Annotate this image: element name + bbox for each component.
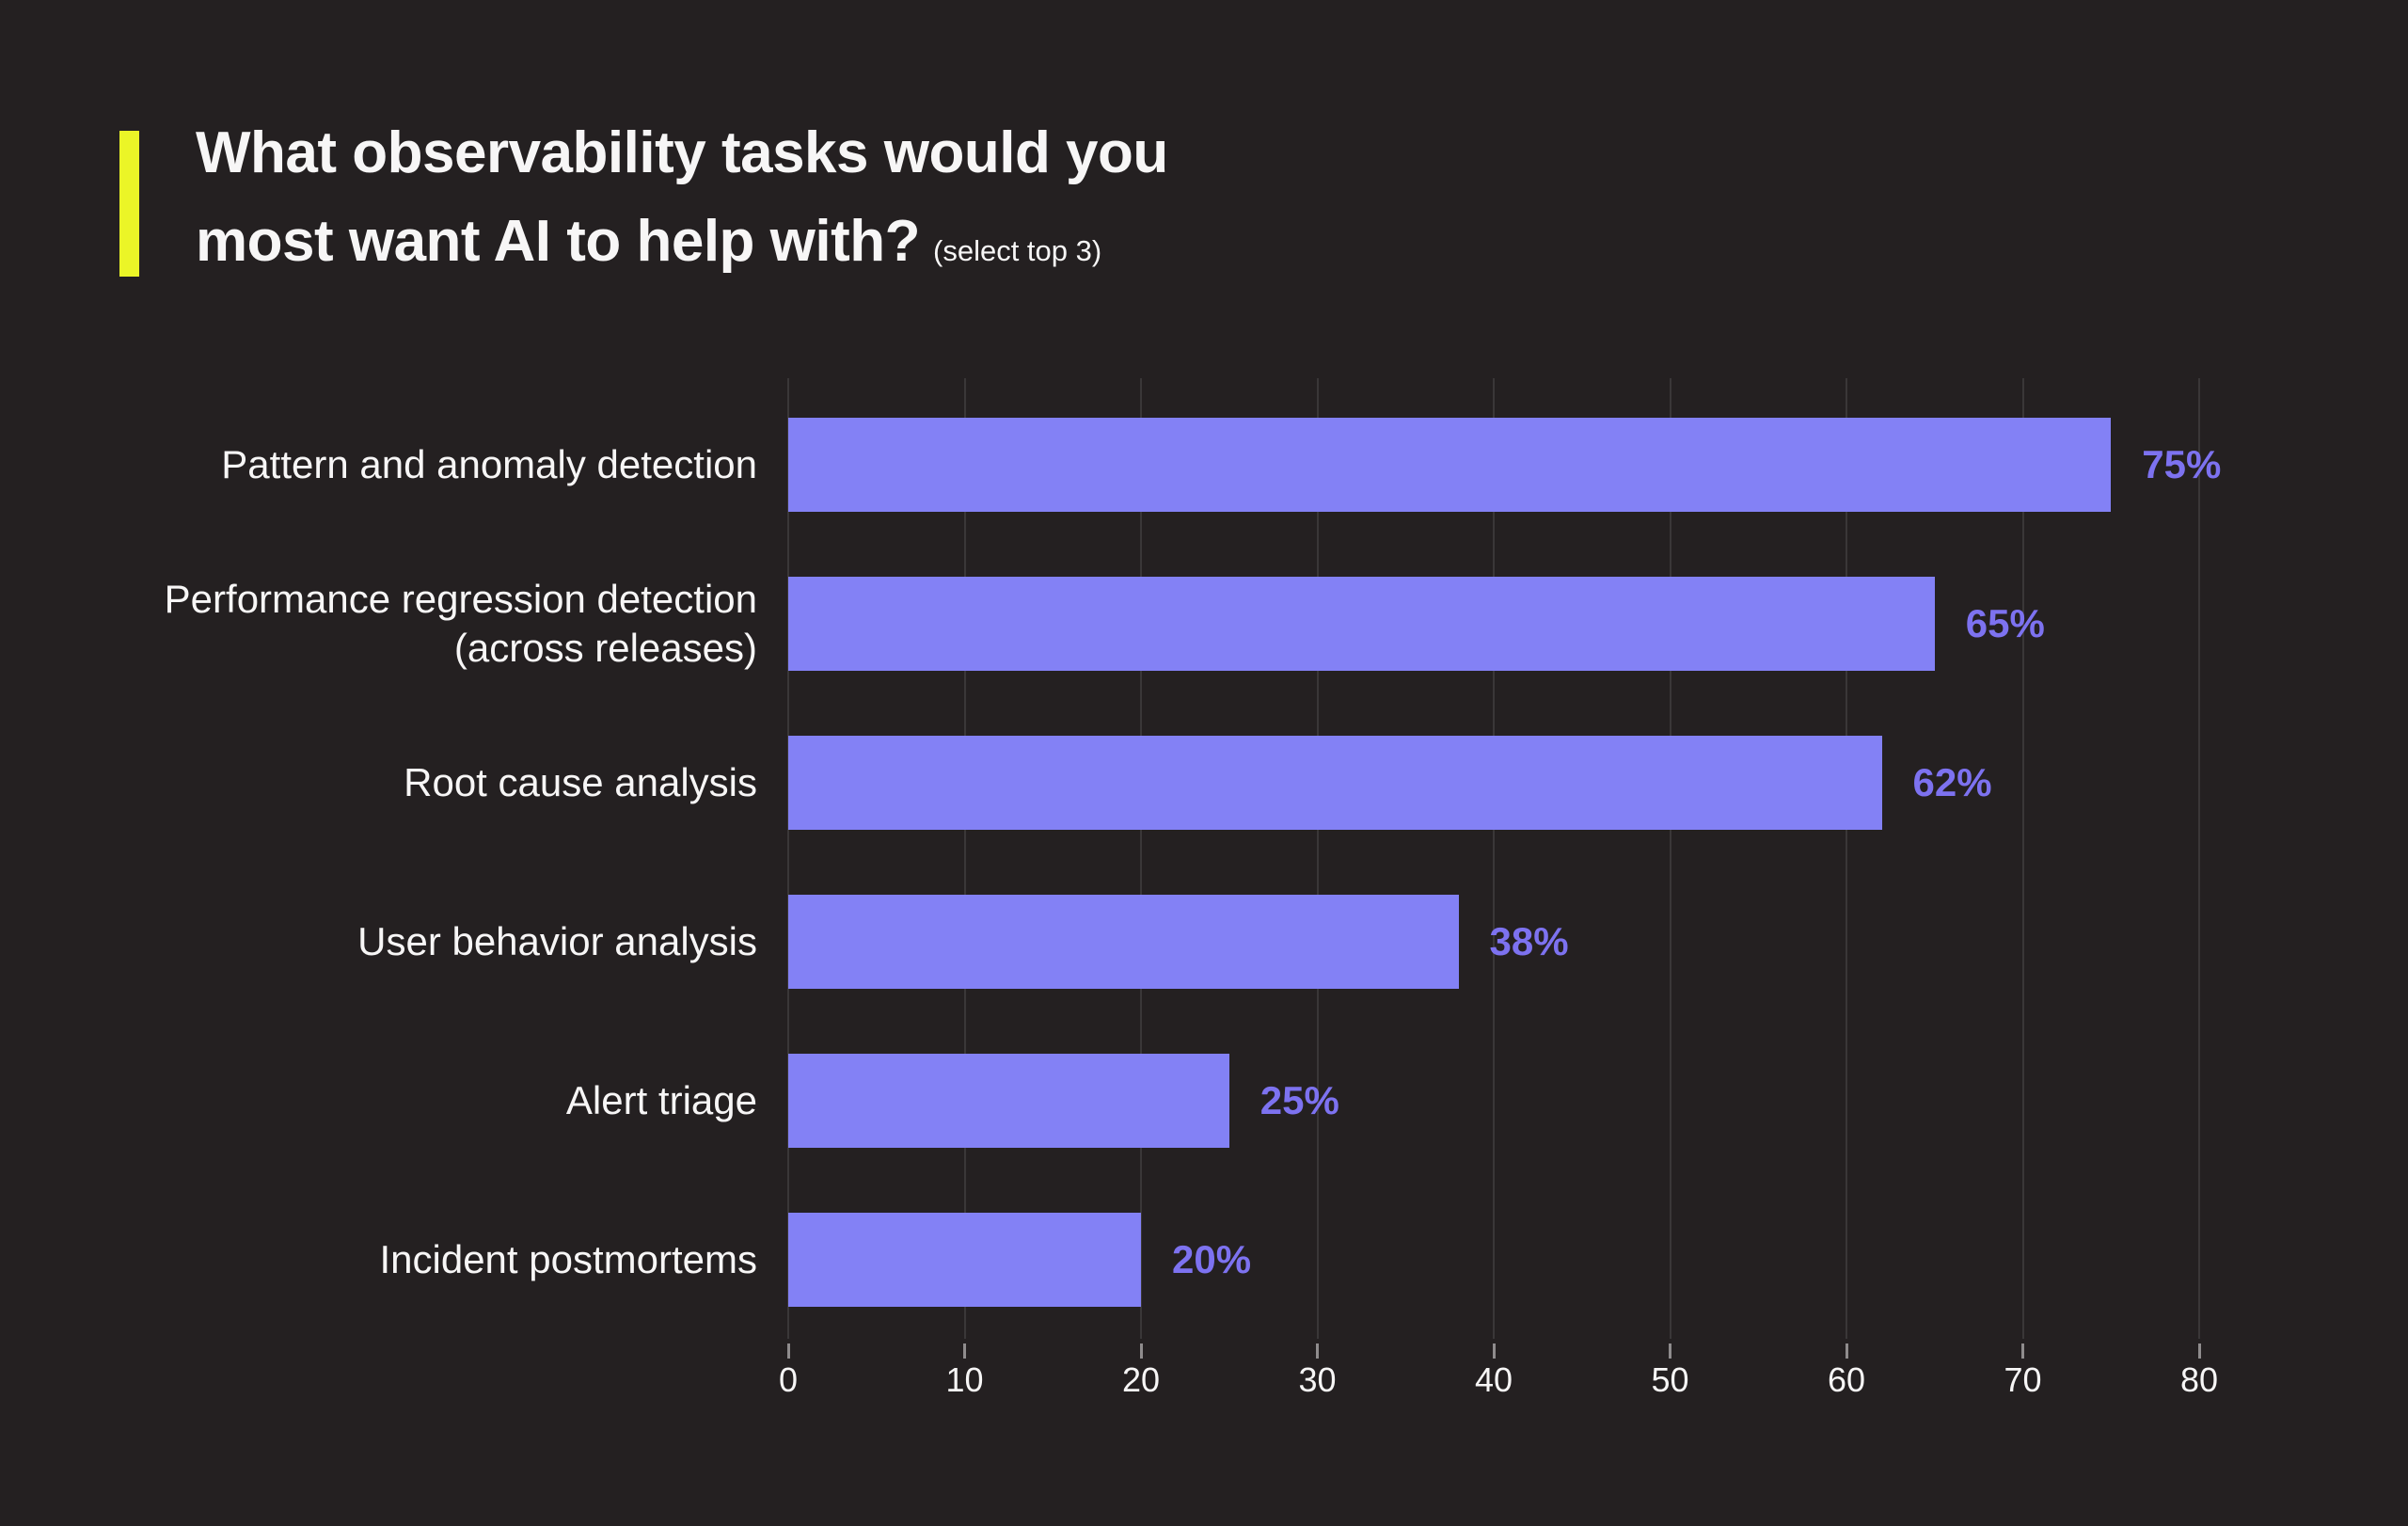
category-label-row-0: Pattern and anomaly detection bbox=[221, 442, 757, 486]
x-tick-mark-70 bbox=[2021, 1343, 2024, 1359]
value-label-row-0: 75% bbox=[2142, 442, 2222, 486]
x-gridline-60 bbox=[1846, 378, 1847, 1339]
x-tick-label-0: 0 bbox=[778, 1360, 799, 1399]
x-gridline-50 bbox=[1669, 378, 1671, 1339]
x-tick-mark-40 bbox=[1492, 1343, 1496, 1359]
x-tick-label-10: 10 bbox=[945, 1360, 984, 1399]
category-label-row-2: Root cause analysis bbox=[404, 760, 757, 804]
x-tick-label-70: 70 bbox=[2004, 1360, 2042, 1399]
chart-title-block: What observability tasks would you most … bbox=[196, 109, 1795, 295]
category-label-row-1: Performance regression detection (across… bbox=[164, 577, 757, 670]
x-tick-mark-60 bbox=[1845, 1343, 1848, 1359]
x-gridline-10 bbox=[963, 378, 966, 1339]
chart-title-line-2: most want AI to help with? (select top 3) bbox=[196, 198, 1795, 295]
x-tick-label-80: 80 bbox=[2179, 1360, 2219, 1399]
category-label-row-4: Alert triage bbox=[565, 1078, 757, 1122]
value-label-row-2: 62% bbox=[1912, 760, 1992, 804]
bar-row-3 bbox=[788, 895, 1459, 989]
bar-row-0 bbox=[788, 418, 2112, 512]
chart-title-line-2-text: most want AI to help with? bbox=[196, 209, 921, 274]
value-label-row-1: 65% bbox=[1965, 601, 2045, 645]
x-tick-mark-20 bbox=[1139, 1343, 1143, 1359]
x-tick-label-60: 60 bbox=[1827, 1360, 1866, 1399]
x-tick-label-40: 40 bbox=[1474, 1360, 1513, 1399]
bar-row-5 bbox=[788, 1213, 1141, 1307]
x-tick-label-50: 50 bbox=[1651, 1360, 1689, 1399]
value-label-row-3: 38% bbox=[1489, 919, 1569, 963]
x-tick-mark-10 bbox=[963, 1343, 966, 1359]
bar-row-2 bbox=[788, 736, 1882, 830]
x-tick-mark-50 bbox=[1669, 1343, 1671, 1359]
x-gridline-0 bbox=[787, 378, 789, 1339]
x-gridline-30 bbox=[1316, 378, 1319, 1339]
value-label-row-5: 20% bbox=[1172, 1237, 1252, 1281]
x-tick-mark-30 bbox=[1316, 1343, 1319, 1359]
x-tick-mark-80 bbox=[2197, 1343, 2201, 1359]
x-gridline-20 bbox=[1140, 378, 1142, 1339]
x-gridline-80 bbox=[2198, 378, 2200, 1339]
category-label-row-3: User behavior analysis bbox=[357, 919, 757, 963]
bar-row-4 bbox=[788, 1054, 1229, 1148]
category-label-column: Pattern and anomaly detection Performance… bbox=[111, 378, 757, 1339]
value-label-row-4: 25% bbox=[1259, 1078, 1339, 1122]
bar-row-1 bbox=[788, 577, 1935, 671]
x-gridline-70 bbox=[2021, 378, 2024, 1339]
x-tick-label-20: 20 bbox=[1121, 1360, 1161, 1399]
x-tick-mark-0 bbox=[786, 1343, 790, 1359]
x-tick-label-30: 30 bbox=[1298, 1360, 1337, 1399]
chart-subtitle: (select top 3) bbox=[933, 234, 1102, 267]
bar-chart-plot-area: 0 10 20 30 40 50 60 70 80 75% 65% 62% 38% 25% 20% bbox=[779, 378, 2221, 1399]
category-label-row-5: Incident postmortems bbox=[379, 1237, 757, 1281]
chart-title-line-1: What observability tasks would you bbox=[196, 120, 1168, 185]
x-gridline-40 bbox=[1493, 378, 1495, 1339]
title-accent-bar bbox=[119, 131, 139, 277]
